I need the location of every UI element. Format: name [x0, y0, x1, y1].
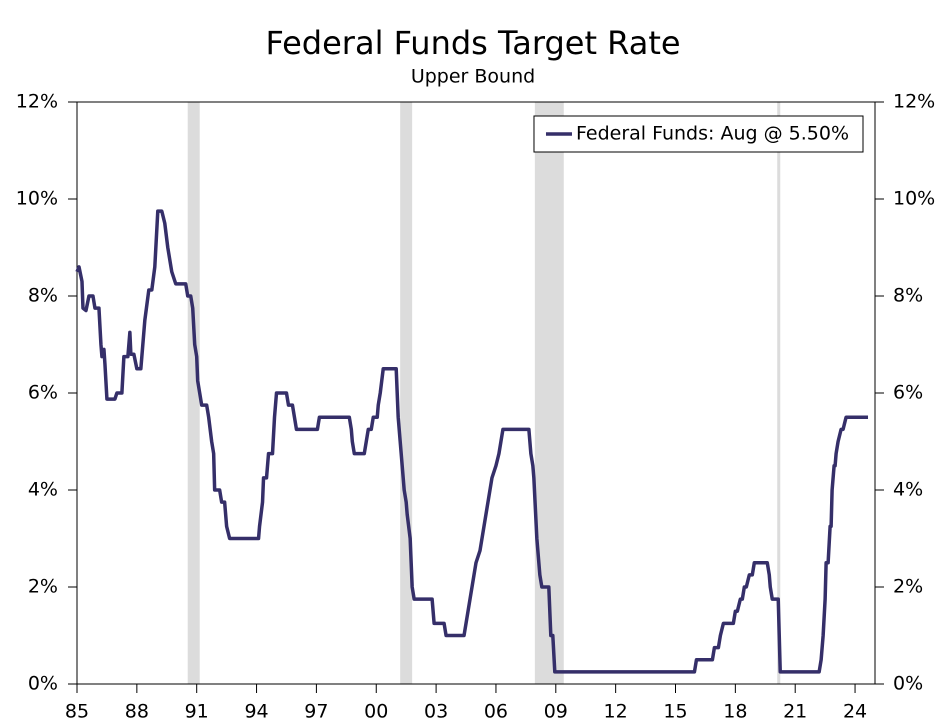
y2-tick-label: 12% [893, 91, 935, 113]
y-tick-label: 4% [28, 479, 58, 501]
y2-tick-label: 0% [893, 673, 923, 695]
y-tick-label: 10% [16, 188, 58, 210]
chart-subtitle: Upper Bound [411, 66, 535, 88]
legend-box [533, 115, 864, 153]
x-tick-label: 85 [65, 701, 89, 723]
x-tick-label: 88 [125, 701, 149, 723]
x-tick-label: 15 [663, 701, 687, 723]
x-tick-label: 21 [783, 701, 807, 723]
y2-tick-label: 10% [893, 188, 935, 210]
y-tick-label: 0% [28, 673, 58, 695]
chart-title: Federal Funds Target Rate [265, 24, 680, 62]
x-tick-label: 24 [843, 701, 867, 723]
y-tick-label: 12% [16, 91, 58, 113]
y2-tick-label: 4% [893, 479, 923, 501]
legend-label: Federal Funds: Aug @ 5.50% [576, 123, 849, 145]
y-tick-label: 2% [28, 576, 58, 598]
y2-tick-label: 6% [893, 382, 923, 404]
x-tick-label: 97 [304, 701, 328, 723]
x-tick-label: 18 [723, 701, 747, 723]
x-tick-label: 09 [544, 701, 568, 723]
x-tick-label: 03 [424, 701, 448, 723]
plot-frame [76, 101, 876, 685]
x-tick-label: 06 [484, 701, 508, 723]
y-tick-label: 6% [28, 382, 58, 404]
recession-band [400, 102, 413, 684]
legend: Federal Funds: Aug @ 5.50% [533, 115, 864, 153]
x-tick-label: 12 [604, 701, 628, 723]
recession-band [187, 102, 200, 684]
recession-band [777, 102, 781, 684]
y2-tick-label: 8% [893, 285, 923, 307]
x-tick-label: 91 [185, 701, 209, 723]
x-tick-label: 00 [364, 701, 388, 723]
y-tick-label: 8% [28, 285, 58, 307]
y2-tick-label: 2% [893, 576, 923, 598]
x-tick-label: 94 [244, 701, 268, 723]
data-line [75, 209, 869, 674]
